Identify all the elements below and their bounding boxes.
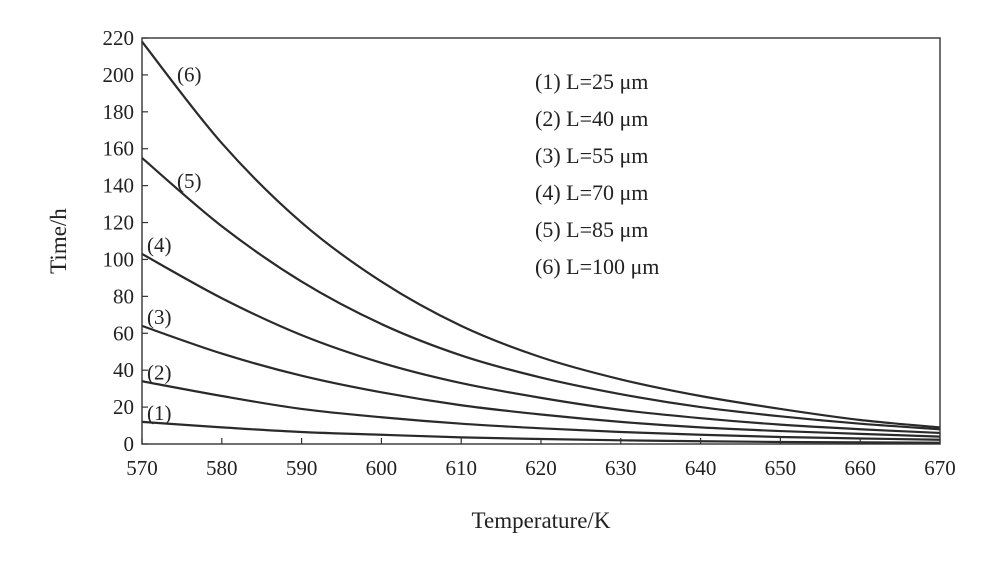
- y-axis-title: Time/h: [46, 208, 71, 274]
- y-tick-label: 140: [103, 174, 135, 198]
- series-label-3: (3): [147, 305, 172, 329]
- legend: (1) L=25 μm (2) L=40 μm (3) L=55 μm (4) L=7…: [535, 69, 659, 279]
- series-line-4: [141, 252, 941, 435]
- y-tick-label: 180: [103, 100, 135, 124]
- legend-entry-6: (6) L=100 μm: [535, 254, 659, 279]
- x-tick-label: 650: [765, 456, 797, 480]
- y-tick-label: 20: [113, 395, 134, 419]
- legend-entry-3: (3) L=55 μm: [535, 143, 648, 168]
- x-tick-label: 640: [685, 456, 717, 480]
- x-tick-label: 590: [286, 456, 318, 480]
- y-tick-label: 40: [113, 358, 134, 382]
- x-tick-label: 620: [525, 456, 557, 480]
- series-line-5: [141, 157, 941, 431]
- series-label-4: (4): [147, 233, 172, 257]
- x-tick-label: 570: [126, 456, 158, 480]
- y-tick-label: 120: [103, 211, 135, 235]
- y-tick-label: 80: [113, 284, 134, 308]
- y-tick-label: 200: [103, 63, 135, 87]
- series-label-2: (2): [147, 360, 172, 384]
- series-label-1: (1): [147, 401, 172, 425]
- series-line-2: [141, 380, 941, 441]
- series-label-5: (5): [177, 169, 202, 193]
- series-line-6: [141, 41, 941, 429]
- y-tick-label: 160: [103, 137, 135, 161]
- y-tick-label: 100: [103, 247, 135, 271]
- y-tick-label: 220: [103, 26, 135, 50]
- y-tick-label: 0: [124, 432, 135, 456]
- x-tick-label: 580: [206, 456, 238, 480]
- x-tick-label: 610: [445, 456, 477, 480]
- legend-entry-2: (2) L=40 μm: [535, 106, 648, 131]
- x-axis-title: Temperature/K: [472, 508, 611, 533]
- legend-entry-5: (5) L=85 μm: [535, 217, 648, 242]
- series-label-6: (6): [177, 63, 202, 87]
- x-tick-label: 630: [605, 456, 637, 480]
- series-line-3: [141, 324, 941, 438]
- x-tick-label: 660: [844, 456, 876, 480]
- x-tick-label: 670: [924, 456, 956, 480]
- axis-ticks: 570 580 590 600 610 620 630 640 650 660 670 0 20 40 60…: [103, 26, 956, 480]
- plot-lines: [141, 41, 941, 444]
- y-tick-label: 60: [113, 321, 134, 345]
- legend-entry-4: (4) L=70 μm: [535, 180, 648, 205]
- x-tick-label: 600: [366, 456, 398, 480]
- curve-labels: (1) (2) (3) (4) (5) (6): [147, 63, 202, 425]
- legend-entry-1: (1) L=25 μm: [535, 69, 648, 94]
